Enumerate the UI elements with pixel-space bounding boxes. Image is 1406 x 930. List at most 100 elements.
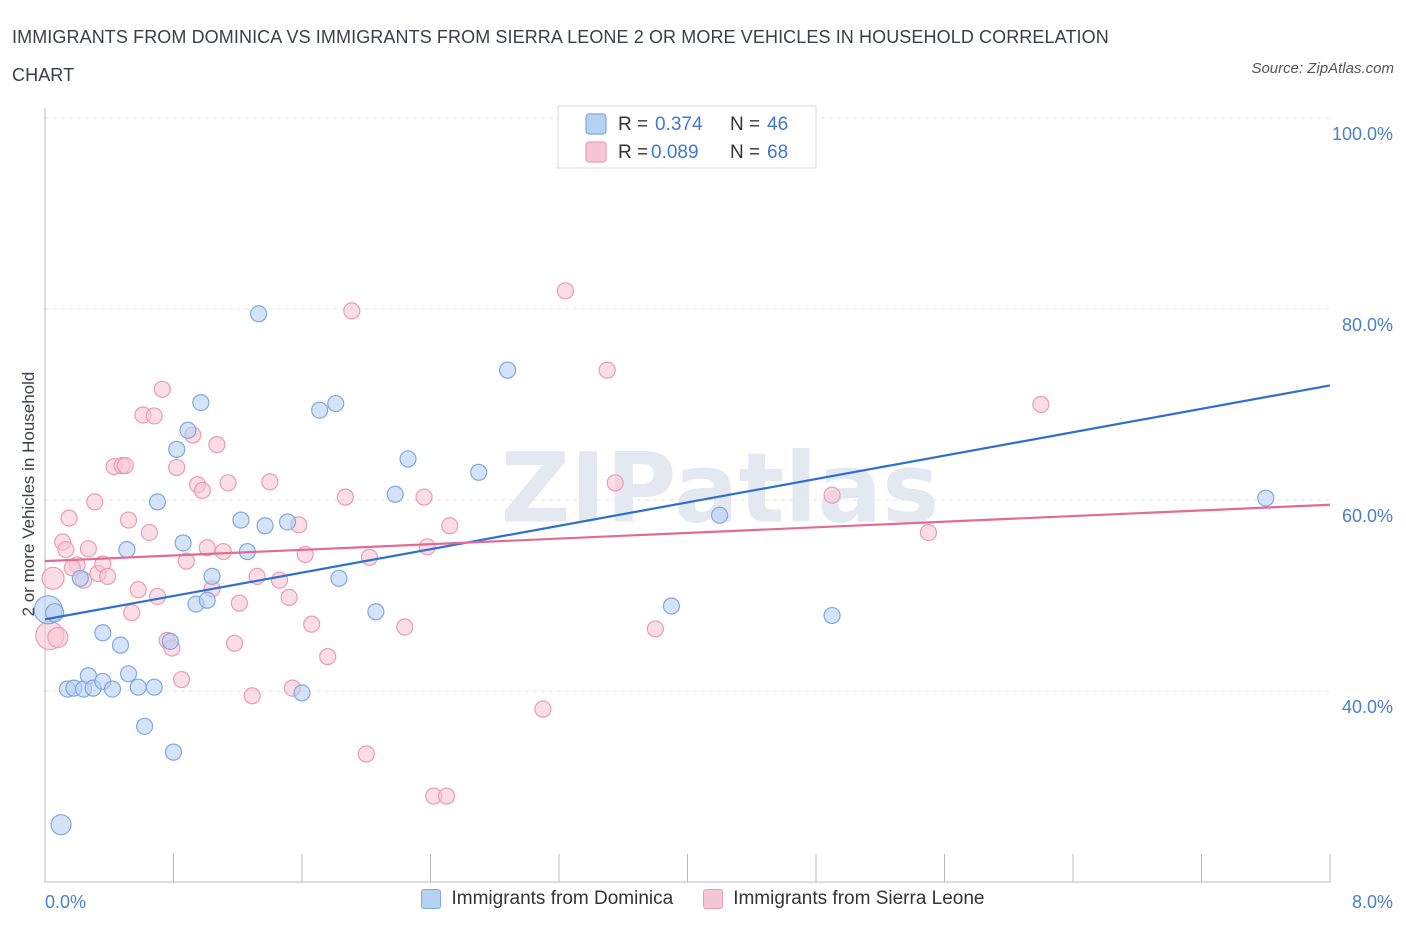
- point-sierra-leone: [534, 700, 552, 718]
- point-sierra-leone: [556, 282, 575, 300]
- legend-swatch-sierra-leone-bottom: [703, 889, 724, 909]
- point-sierra-leone: [243, 687, 261, 705]
- point-dominica: [711, 506, 729, 524]
- legend-n-value-2: 68: [767, 142, 788, 163]
- point-sierra-leone: [606, 474, 624, 492]
- legend-r-value-2: 0.089: [651, 142, 699, 163]
- legend-item-dominica: Immigrants from Dominica: [421, 888, 673, 910]
- point-sierra-leone: [208, 436, 226, 454]
- point-dominica: [111, 636, 130, 654]
- point-dominica: [161, 632, 179, 650]
- point-dominica: [278, 513, 297, 531]
- trend-lines: [44, 384, 1331, 621]
- point-sierra-leone: [357, 745, 375, 763]
- point-sierra-leone: [145, 407, 163, 425]
- chart-title: IMMIGRANTS FROM DOMINICA VS IMMIGRANTS F…: [12, 27, 1109, 85]
- trend-line-sierra-leone: [44, 503, 1331, 563]
- point-dominica: [103, 680, 122, 698]
- point-sierra-leone: [123, 604, 141, 622]
- point-sierra-leone: [193, 481, 212, 500]
- legend-label-sierra-leone: Immigrants from Sierra Leone: [733, 888, 985, 909]
- trend-line-dominica: [44, 384, 1331, 621]
- point-dominica: [198, 591, 216, 609]
- y-tick-label: 40.0%: [1342, 697, 1393, 717]
- point-sierra-leone: [261, 473, 279, 491]
- point-sierra-leone: [336, 488, 354, 506]
- legend-r-label-1: R =: [618, 114, 648, 135]
- point-dominica: [179, 421, 197, 439]
- point-sierra-leone: [153, 380, 171, 398]
- point-sierra-leone: [214, 542, 232, 561]
- point-sierra-leone: [319, 648, 337, 666]
- point-sierra-leone: [437, 787, 456, 805]
- legend-swatch-dominica: [585, 113, 607, 135]
- point-sierra-leone: [47, 626, 69, 649]
- point-sierra-leone: [119, 511, 138, 529]
- point-dominica: [662, 597, 681, 615]
- x-tick-labels: 0.0% 8.0%: [45, 892, 1393, 912]
- y-tick-label: 80.0%: [1342, 315, 1393, 335]
- point-sierra-leone: [303, 615, 321, 633]
- point-sierra-leone: [396, 618, 414, 636]
- point-dominica: [119, 665, 138, 683]
- point-dominica: [470, 463, 488, 481]
- legend-n-label-2: N =: [730, 142, 760, 163]
- point-sierra-leone: [823, 486, 841, 504]
- point-dominica: [499, 361, 517, 379]
- x-tick-label-max: 8.0%: [1352, 892, 1393, 912]
- source-credit: Source: ZipAtlas.com: [1251, 60, 1394, 77]
- point-sierra-leone: [280, 588, 298, 607]
- series-legend: Immigrants from Dominica Immigrants from…: [0, 888, 1406, 910]
- point-dominica: [94, 624, 112, 642]
- y-tick-label: 100.0%: [1332, 124, 1393, 144]
- point-dominica: [50, 814, 72, 836]
- point-dominica: [1257, 489, 1275, 507]
- point-dominica: [129, 678, 147, 696]
- point-sierra-leone: [168, 458, 186, 477]
- point-dominica: [823, 606, 841, 625]
- point-dominica: [118, 541, 136, 559]
- point-dominica: [71, 569, 89, 587]
- point-dominica: [256, 517, 274, 535]
- correlation-legend: R = 0.374 N = 46 R = 0.089 N = 68: [557, 105, 817, 169]
- watermark: ZIPatlas: [501, 432, 940, 544]
- point-dominica: [145, 678, 163, 696]
- legend-r-value-1: 0.374: [655, 114, 703, 135]
- point-sierra-leone: [646, 620, 664, 638]
- legend-swatch-sierra-leone: [585, 141, 607, 163]
- y-tick-labels: 40.0% 60.0% 80.0% 100.0%: [1332, 124, 1393, 717]
- point-sierra-leone: [116, 457, 134, 475]
- point-sierra-leone: [129, 581, 147, 599]
- point-dominica: [311, 401, 329, 419]
- point-dominica: [148, 493, 167, 511]
- point-sierra-leone: [418, 538, 436, 556]
- point-dominica: [367, 603, 385, 621]
- point-sierra-leone: [230, 594, 248, 612]
- point-sierra-leone: [919, 523, 938, 542]
- point-sierra-leone: [343, 302, 361, 320]
- point-sierra-leone: [148, 587, 167, 606]
- y-tick-label: 60.0%: [1342, 506, 1393, 526]
- point-dominica: [174, 534, 192, 552]
- point-sierra-leone: [415, 488, 433, 506]
- point-sierra-leone: [219, 474, 237, 492]
- legend-n-label-1: N =: [730, 114, 760, 135]
- point-dominica: [192, 393, 210, 412]
- point-sierra-leone: [86, 493, 104, 511]
- point-sierra-leone: [177, 552, 195, 570]
- point-dominica: [168, 440, 186, 458]
- legend-r-label-2: R =: [618, 142, 648, 163]
- point-dominica: [293, 684, 311, 702]
- point-sierra-leone: [41, 566, 65, 590]
- point-dominica: [330, 569, 348, 587]
- point-dominica: [386, 485, 404, 503]
- point-sierra-leone: [99, 567, 117, 586]
- series-dominica: [33, 305, 1275, 836]
- legend-label-dominica: Immigrants from Dominica: [451, 888, 674, 909]
- point-dominica: [135, 717, 154, 735]
- point-sierra-leone: [360, 548, 379, 566]
- point-dominica: [399, 450, 417, 468]
- point-dominica: [327, 394, 345, 413]
- point-sierra-leone: [79, 540, 97, 558]
